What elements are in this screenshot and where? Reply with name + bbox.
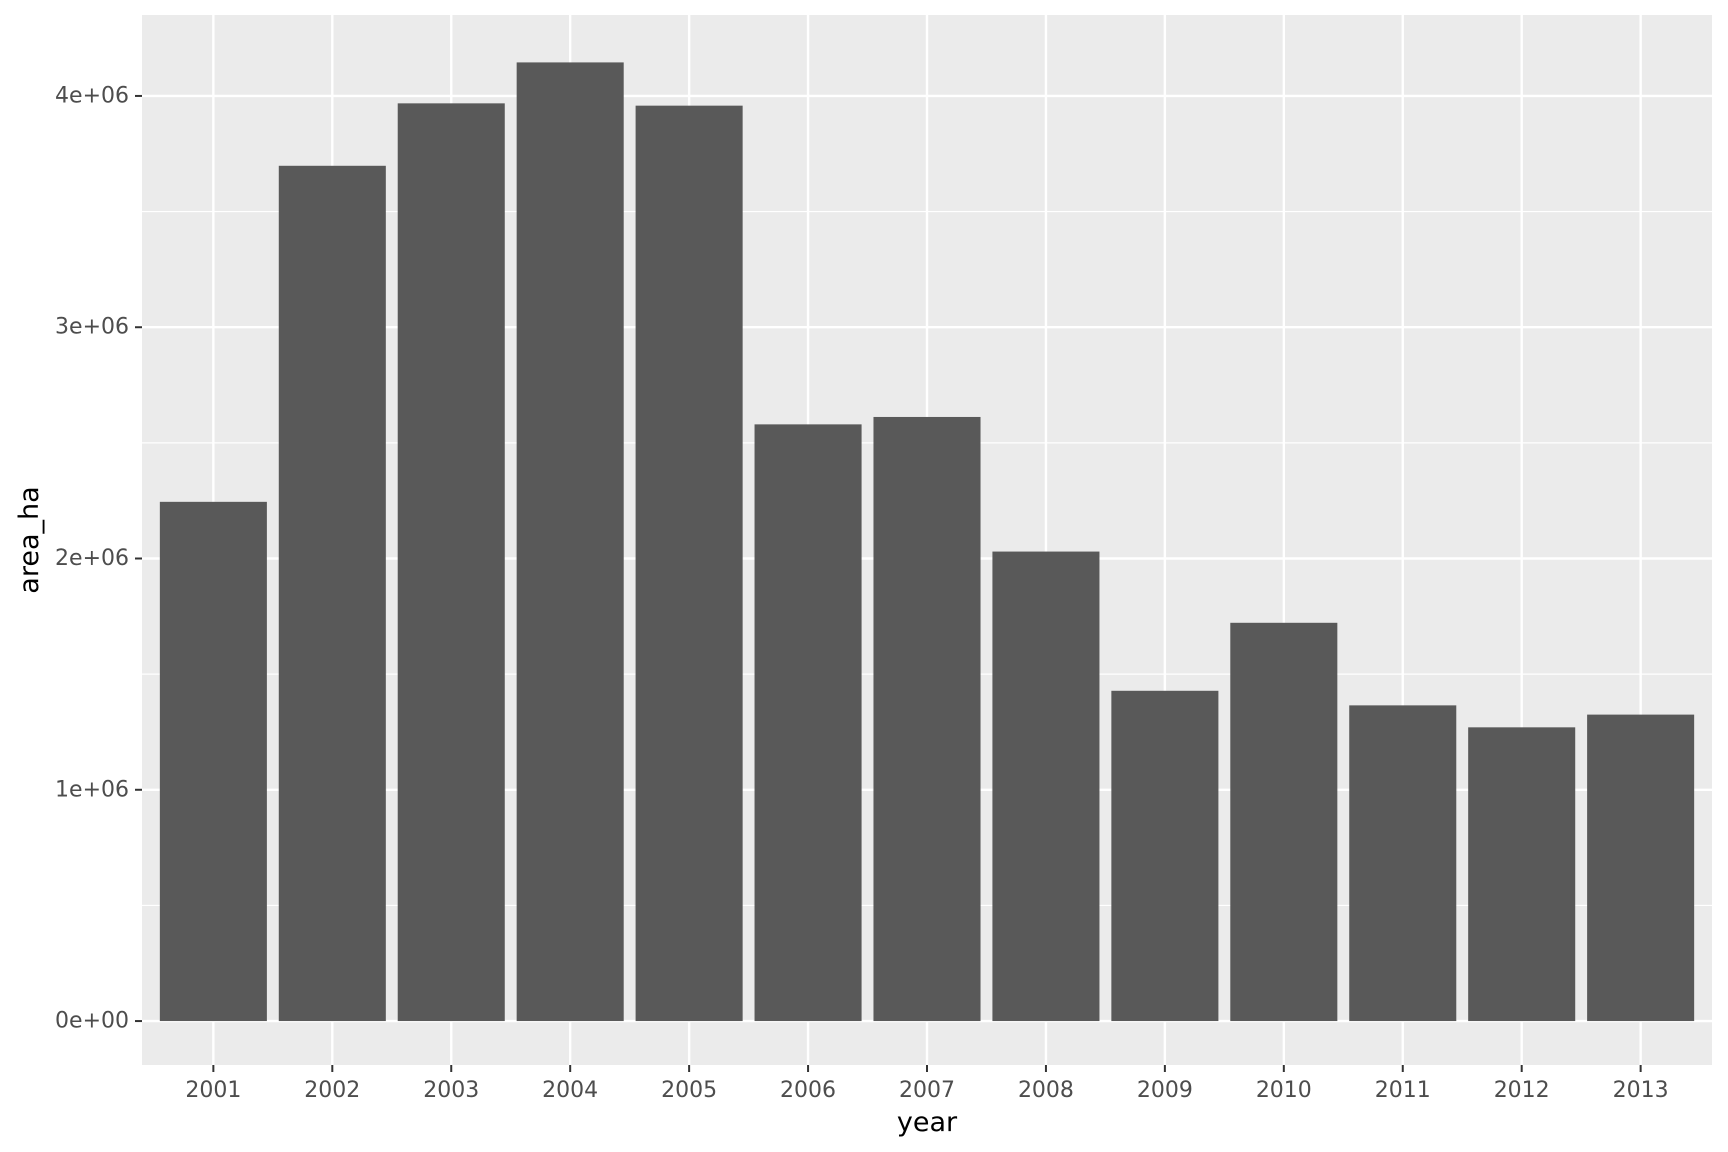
x-tick-label: 2007 <box>899 1078 955 1103</box>
bar-2002 <box>278 165 386 1022</box>
x-tick-label: 2003 <box>423 1078 479 1103</box>
bar-2006 <box>754 424 862 1022</box>
bar-2011 <box>1349 705 1457 1022</box>
y-tick-label: 4e+06 <box>55 83 129 108</box>
bar-2001 <box>159 501 267 1022</box>
x-tick-label: 2001 <box>185 1078 241 1103</box>
bar-2010 <box>1230 622 1338 1022</box>
bars <box>159 62 1695 1022</box>
bar-2005 <box>635 105 743 1022</box>
y-axis: 0e+00 1e+06 2e+06 3e+06 4e+06 <box>55 83 142 1034</box>
x-tick-label: 2013 <box>1613 1078 1669 1103</box>
x-tick-label: 2009 <box>1137 1078 1193 1103</box>
x-tick-label: 2006 <box>780 1078 836 1103</box>
y-axis-title: area_ha <box>14 486 45 593</box>
bar-2003 <box>397 103 505 1022</box>
x-tick-label: 2008 <box>1018 1078 1074 1103</box>
bar-2004 <box>516 62 624 1022</box>
y-tick-label: 0e+00 <box>55 1009 129 1034</box>
bar-2008 <box>992 551 1100 1022</box>
y-tick-label: 2e+06 <box>55 546 129 571</box>
x-tick-label: 2010 <box>1256 1078 1312 1103</box>
y-tick-label: 1e+06 <box>55 777 129 802</box>
x-tick-label: 2002 <box>304 1078 360 1103</box>
x-tick-label: 2005 <box>661 1078 717 1103</box>
x-axis: 2001 2002 2003 2004 2005 2006 2007 2008 2009 2010… <box>185 1065 1669 1103</box>
bar-2009 <box>1111 690 1219 1022</box>
bar-2012 <box>1468 727 1576 1022</box>
y-tick-label: 3e+06 <box>55 315 129 340</box>
x-tick-label: 2011 <box>1375 1078 1431 1103</box>
bar-2007 <box>873 416 981 1022</box>
bar-2013 <box>1587 714 1695 1022</box>
x-tick-label: 2012 <box>1494 1078 1550 1103</box>
x-axis-title: year <box>897 1107 958 1138</box>
x-tick-label: 2004 <box>542 1078 598 1103</box>
